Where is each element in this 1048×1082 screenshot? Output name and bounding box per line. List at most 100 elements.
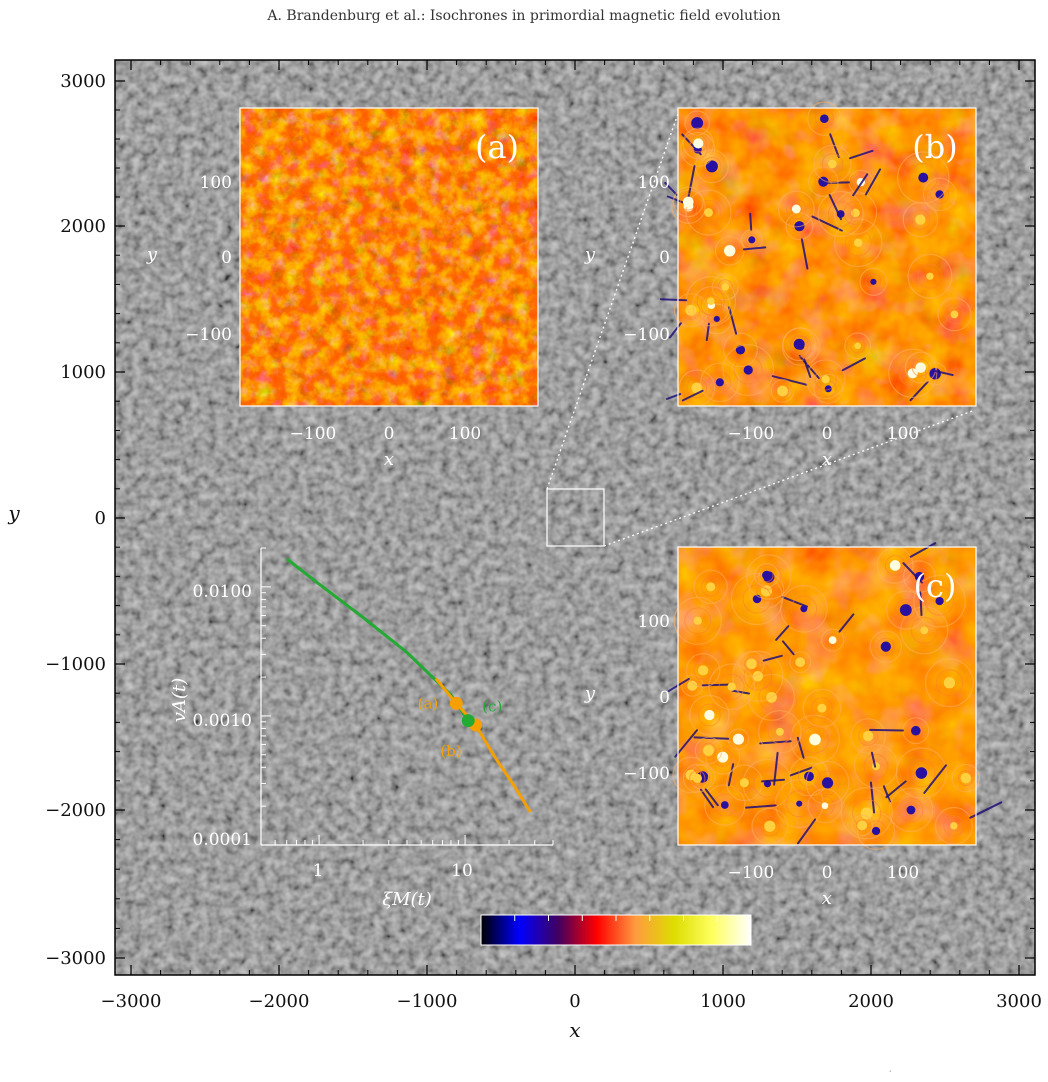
vortex-core — [915, 214, 926, 225]
vortex-ring — [807, 788, 843, 824]
vortex-ring — [751, 807, 789, 845]
vortex-core — [910, 725, 921, 736]
vortex-ring — [850, 718, 886, 754]
vortex-ring — [700, 294, 723, 317]
panel-c: (c) 100 0 −100 −100 0 100 x y — [584, 542, 1003, 909]
panel-a-xtick: 100 — [449, 424, 481, 444]
vortex-ring — [767, 719, 793, 744]
current-sheet — [885, 780, 907, 799]
panel-b-xtick: 100 — [887, 424, 919, 444]
vortex-ring — [723, 332, 758, 368]
inset-plot: 1 10 0.0100 0.0010 0.0001 ξM(t) vA(t) (a… — [169, 547, 554, 910]
vortex-ring — [680, 131, 716, 168]
vortex-core — [960, 772, 972, 784]
panel-b-texture — [678, 108, 976, 406]
main-xtick-label: −3000 — [101, 991, 162, 1012]
main-ytick-label: 2000 — [60, 216, 106, 237]
vortex-ring — [935, 669, 964, 697]
current-sheet — [775, 625, 790, 641]
vortex-ring — [789, 651, 812, 674]
vortex-core — [854, 342, 862, 350]
current-sheet — [849, 149, 874, 160]
vortex-ring — [689, 134, 708, 153]
vortex-core — [821, 375, 830, 384]
vortex-ring — [937, 297, 972, 332]
vortex-core — [704, 208, 713, 218]
panel-b-xtick: −100 — [728, 424, 775, 444]
inset-ytick: 0.0001 — [193, 830, 252, 850]
vortex-ring — [704, 784, 746, 826]
vortex-core — [698, 665, 709, 676]
vortex-ring — [746, 554, 792, 600]
vortex-core — [764, 820, 776, 832]
main-ytick-label: −1000 — [45, 654, 106, 675]
current-sheet — [841, 357, 866, 372]
vortex-ring — [682, 127, 715, 160]
vortex-core — [920, 626, 929, 635]
vortex-core — [950, 822, 958, 830]
current-sheet — [828, 193, 843, 221]
vortex-ring — [924, 586, 955, 616]
vortex-ring — [957, 770, 974, 787]
vortex-ring — [693, 569, 728, 605]
current-sheet — [869, 728, 904, 732]
current-sheet — [864, 168, 882, 196]
vortex-ring — [944, 304, 964, 324]
current-sheet — [659, 298, 688, 302]
vortex-core — [926, 272, 934, 280]
vortex-core — [915, 362, 926, 373]
vortex-ring — [684, 607, 712, 635]
vortex-ring — [756, 564, 782, 590]
inset-x-title: ξM(t) — [382, 889, 432, 910]
vortex-ring — [869, 630, 903, 663]
vortex-core — [706, 582, 716, 592]
vortex-ring — [744, 656, 759, 672]
vortex-ring — [898, 797, 924, 823]
vortex-ring — [876, 547, 914, 584]
vortex-ring — [876, 637, 895, 656]
current-sheet — [781, 596, 809, 608]
panel-a-ytick: 100 — [200, 173, 232, 193]
vortex-ring — [672, 756, 710, 794]
vortex-core — [795, 657, 806, 668]
vortex-core — [871, 826, 881, 836]
main-xtick-label: 2000 — [848, 991, 894, 1012]
vortex-ring — [913, 574, 966, 628]
vortex-ring — [925, 658, 974, 708]
vortex-core — [732, 733, 744, 745]
current-sheet — [852, 173, 869, 197]
current-sheet — [773, 751, 779, 786]
panel-a-xtick: 0 — [384, 424, 395, 444]
vortex-ring — [689, 694, 730, 736]
panel-a-ytick: 0 — [221, 248, 232, 268]
vortex-ring — [934, 806, 973, 845]
vortex-ring — [794, 656, 807, 669]
current-sheet — [749, 212, 753, 231]
panel-a-texture — [240, 108, 538, 406]
vortex-ring — [758, 709, 802, 754]
vortex-ring — [685, 653, 721, 688]
vortex-ring — [910, 209, 931, 230]
vortex-ring — [738, 650, 765, 678]
current-sheet — [664, 181, 678, 196]
inset-minor-ticks — [260, 547, 554, 846]
colorbar-ticks — [514, 915, 718, 921]
vortex-core — [717, 751, 729, 763]
vortex-ring — [853, 744, 899, 789]
vortex-ring — [943, 815, 965, 837]
vortex-core — [746, 658, 757, 670]
vortex-ring — [693, 660, 713, 681]
vortex-core — [800, 605, 808, 613]
main-ytick-label: 0 — [95, 508, 106, 529]
vortex-ring — [758, 684, 785, 711]
vortex-ring — [917, 263, 943, 289]
vortex-core — [857, 820, 868, 831]
vortex-ring — [785, 790, 813, 818]
vortex-core — [870, 278, 877, 285]
vortex-ring — [708, 310, 726, 328]
vortex-core — [704, 709, 715, 721]
vortex-ring — [853, 175, 868, 190]
vortex-core — [791, 204, 801, 214]
current-sheet — [781, 640, 795, 656]
vortex-core — [817, 703, 827, 713]
